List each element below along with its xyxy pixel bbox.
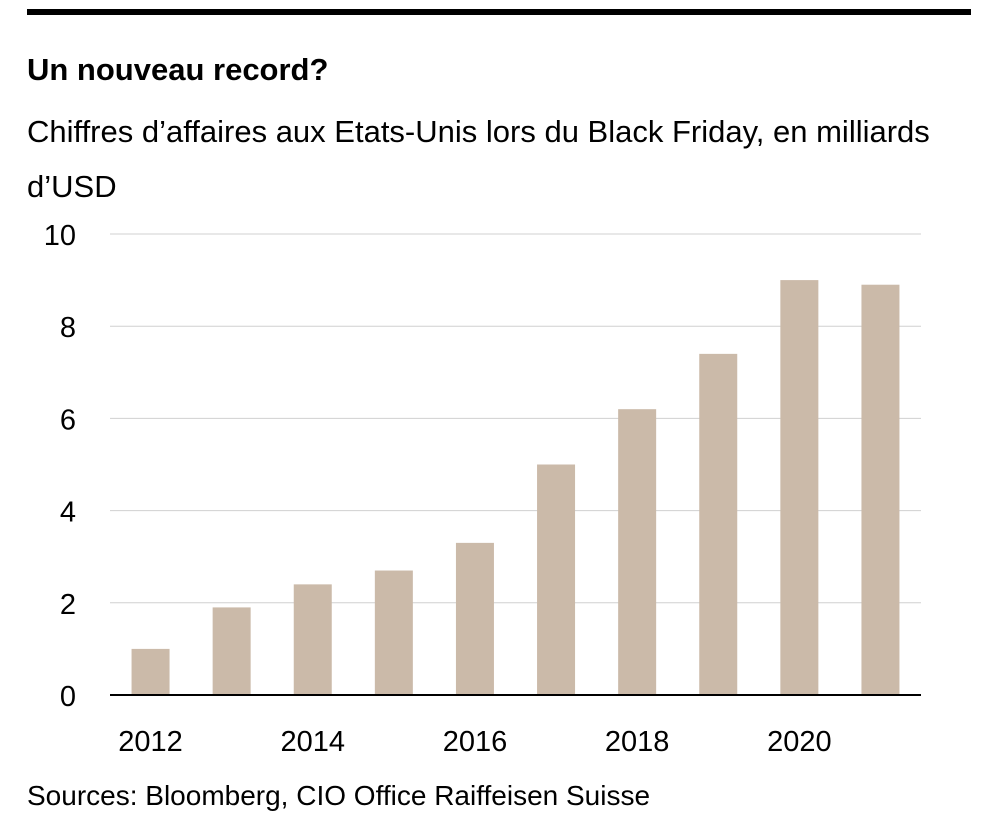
bar-2015 <box>374 570 413 695</box>
source-note: Sources: Bloomberg, CIO Office Raiffeise… <box>27 780 651 811</box>
bar-2017 <box>537 464 576 695</box>
bar-2016 <box>455 542 494 695</box>
bar-2021 <box>861 284 900 695</box>
bar-chart: 0 2 4 6 8 10 2012 2014 2016 2018 2020 <box>44 220 921 758</box>
x-tick-label-2020: 2020 <box>767 726 832 758</box>
y-tick-label-0: 0 <box>60 681 76 713</box>
x-tick-label-2016: 2016 <box>443 726 508 758</box>
bar-2012 <box>131 648 170 695</box>
y-tick-label-10: 10 <box>44 220 76 252</box>
chart-title: Un nouveau record? <box>27 52 329 87</box>
bar-2019 <box>699 353 738 695</box>
x-tick-label-2018: 2018 <box>605 726 670 758</box>
chart-subtitle: Chiffres d’affaires aux Etats-Unis lors … <box>27 114 930 204</box>
bar-2018 <box>618 409 657 695</box>
x-tick-label-2014: 2014 <box>280 726 345 758</box>
bar-2020 <box>780 280 819 695</box>
bar-2014 <box>293 584 332 695</box>
y-tick-label-6: 6 <box>60 404 76 436</box>
bar-2013 <box>212 607 251 695</box>
y-tick-label-2: 2 <box>60 589 76 621</box>
top-rule <box>27 9 971 15</box>
x-tick-label-2012: 2012 <box>118 726 183 758</box>
y-tick-label-4: 4 <box>60 497 76 529</box>
y-tick-label-8: 8 <box>60 312 76 344</box>
